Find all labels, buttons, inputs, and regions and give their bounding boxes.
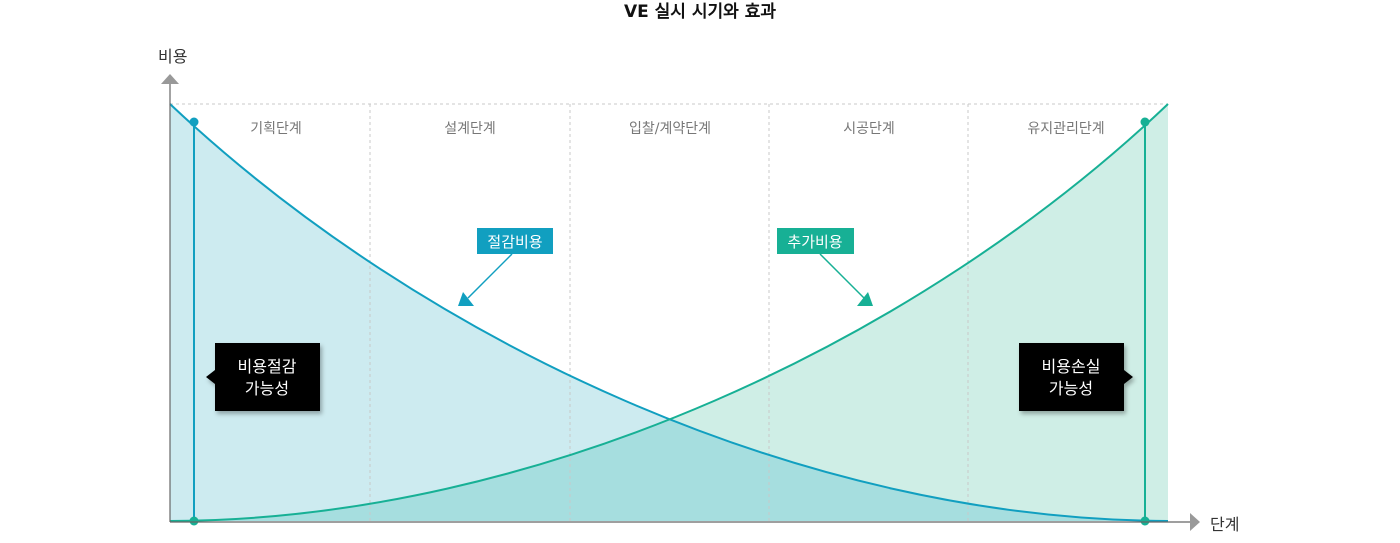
right-box-line-2: 가능성 bbox=[1049, 379, 1093, 398]
saving-cost-arrow-icon bbox=[458, 292, 474, 306]
marker-dot bbox=[1140, 516, 1150, 526]
y-axis-label: 비용 bbox=[158, 47, 187, 66]
phase-label-design: 설계단계 bbox=[444, 121, 496, 137]
added-cost-tag bbox=[777, 228, 854, 254]
saving-cost-tag-label: 절감비용 bbox=[487, 233, 542, 251]
cost-saving-possibility-box bbox=[206, 343, 320, 411]
added-cost-tag-label: 추가비용 bbox=[787, 233, 842, 251]
left-box-line-2: 가능성 bbox=[245, 379, 289, 398]
phase-label-construction: 시공단계 bbox=[843, 121, 895, 137]
right-box-line-1: 비용손실 bbox=[1042, 357, 1101, 376]
marker-dot bbox=[189, 117, 199, 127]
added-cost-pointer bbox=[819, 253, 865, 299]
overlap-area bbox=[170, 419, 1168, 521]
x-axis-arrow-icon bbox=[1190, 513, 1200, 531]
added-cost-arrow-icon bbox=[857, 292, 873, 306]
cost-loss-possibility-box bbox=[1019, 343, 1133, 411]
left-box-line-1: 비용절감 bbox=[238, 357, 297, 376]
phase-label-bidding: 입찰/계약단계 bbox=[629, 121, 711, 137]
marker-dot bbox=[1140, 117, 1150, 127]
x-axis-label: 단계 bbox=[1210, 515, 1239, 534]
saving-cost-pointer bbox=[467, 253, 513, 299]
saving-cost-curve bbox=[169, 103, 1169, 522]
saving-cost-tag bbox=[477, 228, 553, 254]
y-axis-arrow-icon bbox=[161, 74, 179, 84]
diagram-title: VE 실시 시기와 효과 bbox=[624, 2, 776, 22]
added-cost-curve bbox=[169, 103, 1169, 522]
phase-label-planning: 기획단계 bbox=[250, 121, 302, 137]
marker-dot bbox=[189, 516, 199, 526]
phase-label-maintenance: 유지관리단계 bbox=[1027, 121, 1104, 137]
saving-cost-area bbox=[170, 104, 1168, 521]
added-cost-area bbox=[170, 104, 1168, 521]
